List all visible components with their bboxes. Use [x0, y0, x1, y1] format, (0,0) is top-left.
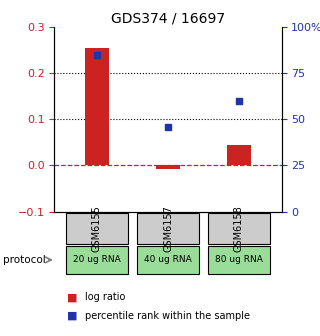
- Bar: [137, 246, 199, 274]
- Bar: [208, 246, 270, 274]
- Text: GSM6157: GSM6157: [163, 205, 173, 252]
- Bar: [66, 246, 128, 274]
- Text: 80 ug RNA: 80 ug RNA: [215, 255, 263, 264]
- Text: ■: ■: [67, 311, 78, 321]
- Bar: [137, 213, 199, 244]
- Bar: [156, 166, 180, 169]
- Text: GSM6155: GSM6155: [92, 205, 102, 252]
- Point: [94, 52, 100, 57]
- Text: GSM6158: GSM6158: [234, 205, 244, 252]
- Text: 40 ug RNA: 40 ug RNA: [144, 255, 192, 264]
- Point: [165, 124, 171, 129]
- Text: ■: ■: [67, 292, 78, 302]
- Bar: [84, 48, 109, 166]
- Text: protocol: protocol: [3, 255, 46, 265]
- Bar: [66, 213, 128, 244]
- Point: [236, 98, 242, 103]
- Bar: [227, 145, 252, 166]
- Text: log ratio: log ratio: [85, 292, 125, 302]
- Bar: [208, 213, 270, 244]
- Text: percentile rank within the sample: percentile rank within the sample: [85, 311, 250, 321]
- Text: 20 ug RNA: 20 ug RNA: [73, 255, 121, 264]
- Title: GDS374 / 16697: GDS374 / 16697: [111, 12, 225, 26]
